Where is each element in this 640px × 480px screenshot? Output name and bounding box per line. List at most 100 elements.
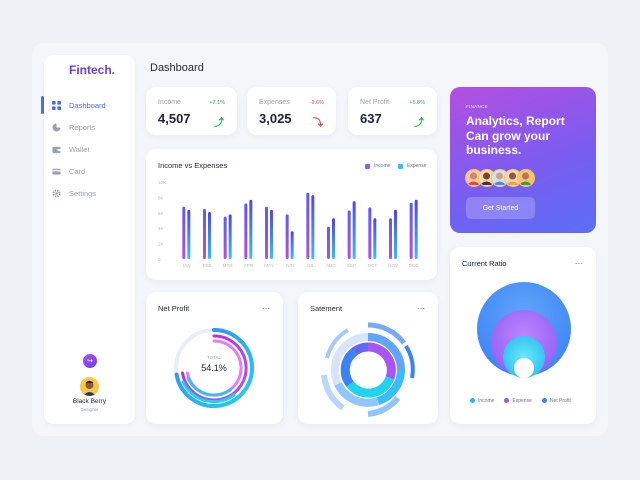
income-expense-chart: 10K 8K 6K 4K 2K 0 JAN FEB MAR APR MAY JUN JUL AUG SEP O…	[158, 180, 419, 268]
x-tick-label: JAN	[182, 263, 191, 268]
wallet-icon	[52, 146, 61, 153]
promo-title: Analytics, Report Can grow your business…	[466, 114, 565, 157]
user-role: Designer	[80, 407, 99, 412]
bar-expense-aug[interactable]	[332, 218, 335, 259]
center-value: 54.1%	[201, 363, 227, 373]
stat-card-net-profit[interactable]: Net Profit 637 +5.8% ⤴	[348, 87, 437, 135]
bar-expense-may[interactable]	[270, 209, 273, 259]
bar-expense-apr[interactable]	[249, 199, 253, 259]
pie-chart-icon	[52, 122, 61, 132]
x-tick-label: SEP	[347, 263, 356, 268]
radial-ring-4	[186, 376, 232, 397]
sidebar-item-label: Reports	[69, 122, 96, 132]
bar-expense-feb[interactable]	[208, 212, 211, 259]
center-label: TOTAL	[206, 355, 222, 360]
legend-item-net-profit: Net Profit	[541, 398, 571, 404]
sidebar-item-reports[interactable]: Reports	[52, 119, 95, 135]
sidebar-item-settings[interactable]: Settings	[52, 185, 96, 201]
bar-expense-jan[interactable]	[187, 209, 191, 259]
statement-card: Satement …	[298, 292, 438, 424]
bar-income-apr[interactable]	[244, 203, 248, 259]
trend-up-icon: ⤴	[414, 118, 424, 129]
bar-expense-mar[interactable]	[228, 214, 232, 259]
more-options-icon[interactable]: …	[574, 256, 584, 266]
sidebar-item-wallet[interactable]: Wallet	[52, 141, 90, 157]
statement-sunburst-chart	[321, 322, 415, 417]
sidebar-item-label: Card	[69, 166, 86, 176]
stat-label: Expenses	[259, 99, 290, 106]
income-expense-card: Income vs Expenses Income Expense 10K 8K 6…	[146, 149, 437, 280]
chart-title: Income vs Expenses	[158, 161, 228, 170]
bar-expense-dec[interactable]	[414, 199, 418, 259]
bar-expense-oct[interactable]	[373, 218, 377, 259]
legend-item-expense: Expense	[504, 398, 532, 404]
bar-expense-jul[interactable]	[311, 195, 315, 259]
trend-up-icon: ⤴	[214, 118, 224, 129]
x-tick-label: NOV	[388, 263, 398, 268]
net-profit-card: Net Profit … TOTAL 54.1%	[146, 292, 283, 424]
bar-expense-jun[interactable]	[290, 231, 294, 259]
stat-card-income[interactable]: Income 4,507 +7.1% ⤴	[146, 87, 237, 135]
x-tick-label: MAR	[223, 263, 234, 268]
bar-expense-sep[interactable]	[352, 201, 356, 259]
bar-expense-nov[interactable]	[394, 209, 397, 259]
ratio-circle-net-profit	[503, 336, 545, 378]
bar-income-dec[interactable]	[409, 202, 413, 259]
stat-value: 4,507	[158, 111, 191, 126]
y-tick-label: 2K	[158, 242, 164, 247]
radial-ring-5	[181, 380, 236, 404]
stat-change: -2.6%	[309, 100, 324, 106]
stat-value: 637	[360, 111, 382, 126]
page-title: Dashboard	[150, 62, 204, 74]
bar-income-sep[interactable]	[347, 210, 351, 259]
stat-card-expenses[interactable]: Expenses 3,025 -2.6% ⤵	[247, 87, 336, 135]
net-profit-radial-chart	[174, 328, 255, 408]
stat-label: Income	[158, 99, 181, 106]
bar-income-jan[interactable]	[182, 206, 186, 259]
logout-button[interactable]: ↪	[83, 354, 97, 368]
avatar[interactable]	[80, 377, 99, 396]
x-tick-label: MAY	[264, 263, 273, 268]
bar-income-jun[interactable]	[285, 214, 289, 259]
bar-income-feb[interactable]	[203, 208, 206, 259]
trend-down-icon: ⤵	[313, 118, 323, 129]
brand-logo[interactable]: Fintech.	[69, 63, 116, 77]
card-title: Net Profit	[158, 304, 190, 313]
gear-icon	[52, 188, 61, 198]
legend-expense: Expense	[398, 163, 426, 169]
y-tick-label: 4K	[158, 226, 164, 231]
avatar	[517, 169, 535, 187]
get-started-button[interactable]: Get Started	[466, 197, 535, 219]
x-tick-label: APR	[244, 263, 254, 268]
bar-income-jul[interactable]	[306, 192, 310, 259]
current-ratio-chart	[477, 282, 571, 378]
x-tick-label: JUN	[285, 263, 294, 268]
stat-label: Net Profit	[360, 99, 390, 106]
sidebar: Fintech. Dashboard Reports Wallet Card S…	[41, 55, 135, 424]
legend-label: Net Profit	[549, 398, 571, 404]
bar-income-aug[interactable]	[327, 226, 330, 259]
stat-change: +7.1%	[209, 100, 225, 106]
sidebar-item-dashboard[interactable]: Dashboard	[52, 97, 106, 113]
more-options-icon[interactable]: …	[416, 301, 426, 311]
promo-card: FINANCE Analytics, Report Can grow your …	[450, 87, 596, 233]
y-tick-label: 10K	[158, 180, 166, 185]
legend-label: Expense	[512, 398, 532, 404]
radial-ring-2	[181, 334, 248, 402]
user-avatar-icon	[83, 380, 96, 396]
bar-income-oct[interactable]	[368, 207, 372, 259]
card-title: Satement	[310, 304, 343, 313]
legend-label: Income	[374, 163, 391, 169]
legend-swatch	[398, 163, 403, 169]
user-name: Black Berry	[72, 398, 107, 405]
credit-card-icon	[52, 168, 61, 175]
logout-icon: ↪	[87, 358, 93, 365]
sidebar-item-card[interactable]: Card	[52, 163, 85, 179]
bar-income-may[interactable]	[265, 206, 268, 259]
more-options-icon[interactable]: …	[261, 301, 271, 311]
legend-swatch	[365, 163, 370, 169]
bar-income-mar[interactable]	[223, 216, 227, 259]
legend-label: Income	[478, 398, 495, 404]
x-tick-label: OCT	[368, 263, 378, 268]
bar-income-nov[interactable]	[389, 218, 392, 259]
